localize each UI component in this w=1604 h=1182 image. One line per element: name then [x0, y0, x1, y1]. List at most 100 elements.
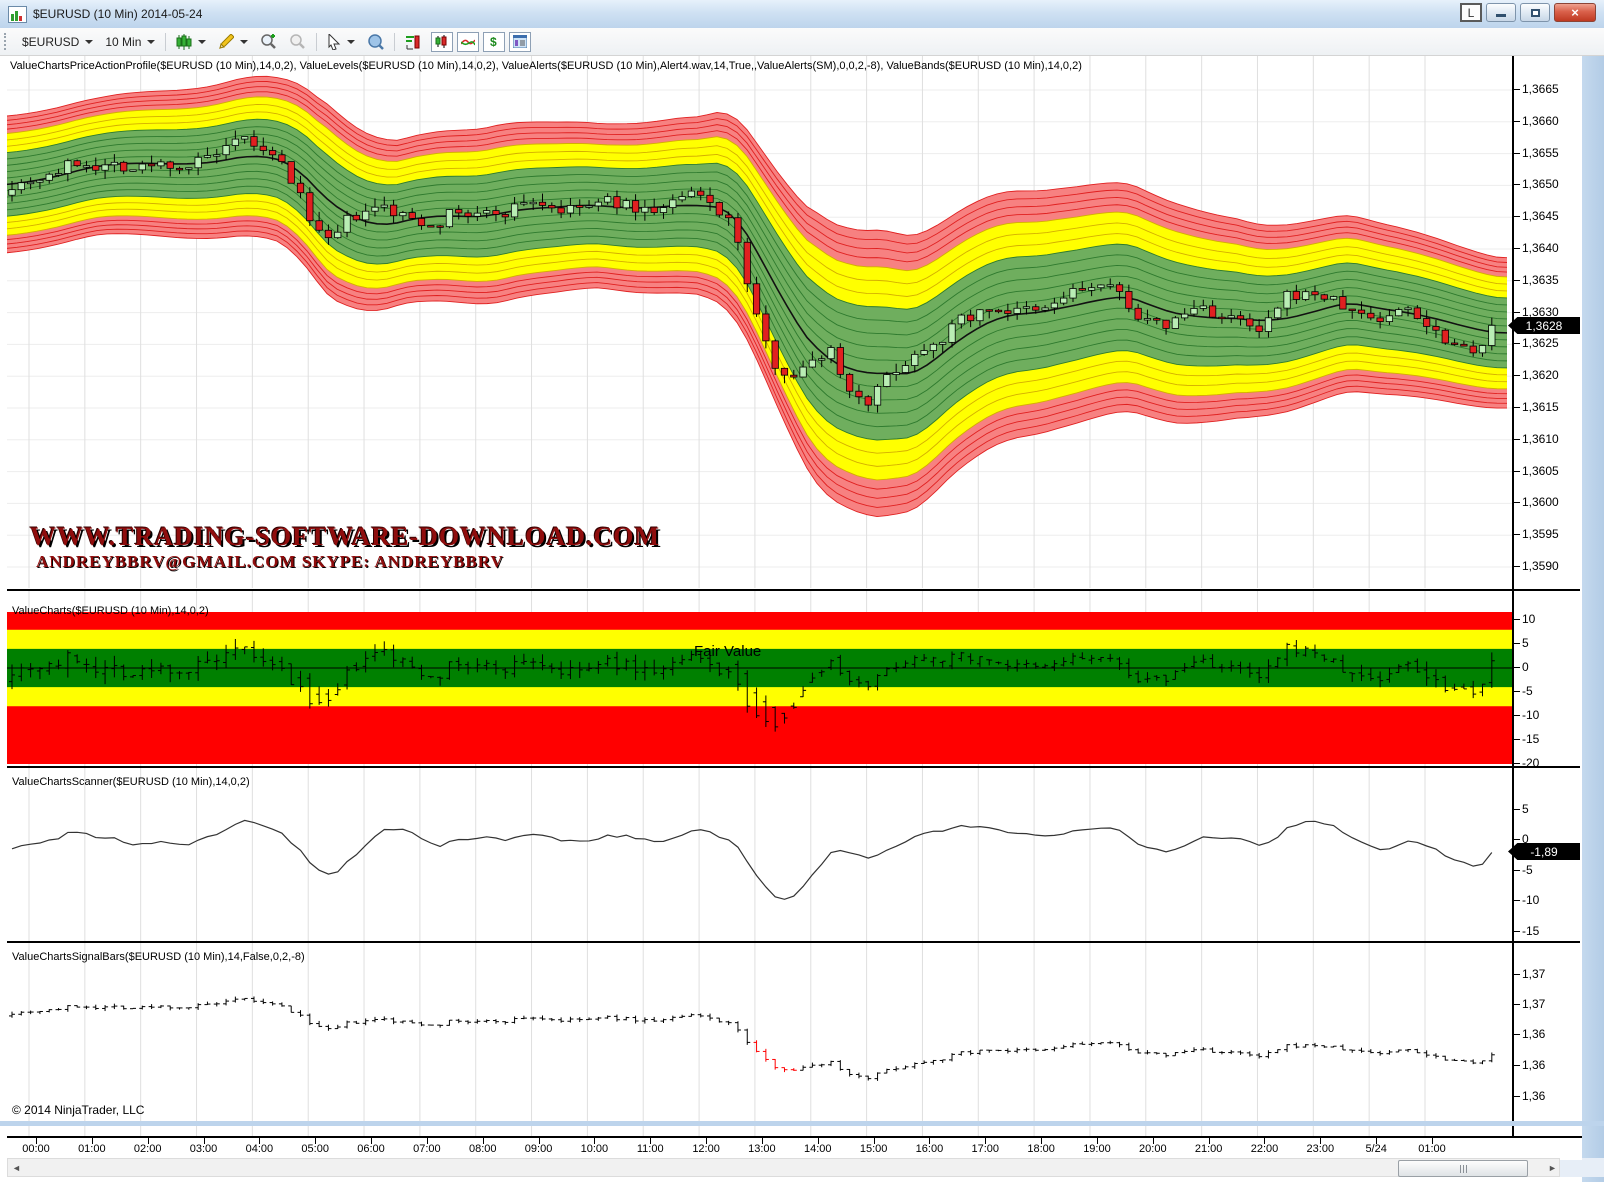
interval-select[interactable]: 10 Min [99, 32, 161, 52]
cursor-button[interactable] [321, 31, 361, 53]
price-axis-label: 1,3655 [1514, 145, 1559, 160]
cursor-icon [328, 33, 341, 50]
main-indicator-label: ValueChartsPriceActionProfile($EURUSD (1… [10, 60, 1082, 72]
time-axis-label: 01:00 [1418, 1143, 1446, 1155]
minimize-icon [1496, 14, 1506, 17]
minimize-button[interactable] [1486, 3, 1516, 22]
close-icon: × [1571, 5, 1579, 20]
price-axis-label: 5 [1514, 636, 1529, 651]
price-axis-label: -15 [1513, 731, 1540, 746]
time-axis-tick [36, 1138, 37, 1144]
time-axis-label: 19:00 [1083, 1143, 1111, 1155]
time-axis-tick [259, 1138, 261, 1144]
price-axis-label: 1,36 [1513, 1027, 1546, 1041]
link-button[interactable]: L [1460, 3, 1482, 22]
time-axis-label: 08:00 [468, 1143, 497, 1155]
valuecharts-panel[interactable] [7, 591, 1512, 766]
price-axis-label: 1,3610 [1514, 431, 1559, 446]
price-axis-label: 1,3665 [1514, 82, 1559, 96]
scroll-right-button[interactable]: ► [1548, 1162, 1557, 1173]
time-axis-tick [1320, 1138, 1322, 1144]
time-axis-label: 21:00 [1194, 1143, 1223, 1155]
toolbar-separator [394, 32, 396, 51]
time-axis-tick [985, 1138, 987, 1144]
zoom-out-button[interactable] [283, 30, 312, 53]
interval-label: 10 Min [105, 34, 142, 49]
scroll-left-button[interactable]: ◄ [12, 1162, 21, 1173]
time-axis-tick [706, 1138, 708, 1144]
time-axis[interactable]: 00:00 01:00 02:00 03:00 04:00 05:00 06:00 07:00… [7, 1136, 1582, 1160]
signalbars-panel[interactable] [7, 943, 1512, 1136]
time-axis-label: 04:00 [245, 1143, 274, 1155]
time-axis-tick [203, 1138, 205, 1144]
chevron-down-icon [198, 39, 207, 44]
restore-button[interactable] [1520, 3, 1550, 22]
chevron-down-icon [85, 39, 94, 44]
time-axis-tick [650, 1138, 652, 1144]
drawing-tools-button[interactable] [212, 31, 254, 53]
main-price-panel[interactable] [7, 56, 1512, 588]
properties-button[interactable] [509, 31, 532, 52]
horizontal-scrollbar[interactable]: ◄ ► [7, 1158, 1560, 1177]
time-axis-label: 10:00 [580, 1143, 609, 1155]
data-box-button[interactable] [361, 30, 390, 53]
strategies-button[interactable]: $ [483, 31, 506, 52]
chart-app-icon [8, 5, 27, 23]
time-axis-label: 00:00 [22, 1143, 50, 1155]
price-axis-label: 1,3590 [1514, 559, 1559, 573]
chart-style-button[interactable] [170, 31, 212, 53]
price-axis-label: -15 [1513, 923, 1540, 938]
panel-separator[interactable] [7, 766, 1580, 768]
price-axis-label: -10 [1513, 707, 1540, 722]
price-axis-label: 1,3640 [1514, 241, 1559, 255]
price-axis-label: 1,3660 [1514, 113, 1559, 128]
chart-trader-button[interactable] [431, 31, 454, 52]
bar-type-button[interactable] [399, 31, 429, 53]
time-axis-label: 17:00 [971, 1143, 1000, 1155]
chevron-down-icon [147, 39, 156, 44]
price-axis[interactable]: 1,3665 1,3660 1,3655 1,3650 1,3645 1,3640 1,36… [1512, 56, 1582, 1136]
time-axis-tick [1208, 1138, 1210, 1144]
fair-value-label: Fair Value [694, 643, 762, 660]
time-axis-tick [147, 1138, 149, 1144]
price-axis-label: 1,37 [1513, 997, 1546, 1011]
time-axis-tick [1432, 1138, 1433, 1144]
time-axis-tick [91, 1138, 93, 1144]
watermark-line1: WWW.TRADING-SOFTWARE-DOWNLOAD.COM [30, 522, 661, 551]
data-box-icon [368, 34, 385, 50]
scanner-panel[interactable] [7, 768, 1512, 941]
scanner-label: ValueChartsScanner($EURUSD (10 Min),14,0… [12, 776, 250, 788]
drawing-tools-icon [219, 33, 235, 49]
price-axis-label: 0 [1514, 832, 1529, 846]
indicators-button[interactable] [457, 31, 480, 52]
panel-separator[interactable] [7, 941, 1580, 943]
scanner-value-badge: -1,89 [1508, 843, 1580, 860]
time-axis-label: 18:00 [1027, 1143, 1055, 1155]
price-axis-label: 1,36 [1513, 1058, 1546, 1072]
chart-style-icon [176, 33, 192, 50]
time-axis-tick [929, 1138, 931, 1144]
time-axis-label: 09:00 [524, 1143, 553, 1155]
scrollbar-thumb[interactable] [1398, 1160, 1528, 1177]
price-axis-label: 10 [1513, 612, 1536, 627]
panel-separator[interactable] [7, 589, 1580, 591]
time-axis-label: 05:00 [301, 1143, 329, 1155]
price-axis-label: 1,3595 [1514, 527, 1559, 542]
price-axis-label: 1,3620 [1514, 368, 1559, 383]
chart-area: ValueChartsPriceActionProfile($EURUSD (1… [0, 56, 1604, 1182]
time-axis-label: 02:00 [133, 1143, 162, 1155]
price-axis-label: 1,3630 [1514, 304, 1559, 319]
toolbar-grip[interactable] [4, 33, 11, 50]
zoom-out-icon [290, 34, 306, 49]
svg-text:$: $ [490, 35, 497, 48]
price-axis-label: 5 [1514, 801, 1529, 816]
close-button[interactable]: × [1554, 3, 1596, 22]
time-axis-label: 15:00 [859, 1143, 888, 1155]
title-bar[interactable]: $EURUSD (10 Min) 2014-05-24 L × [0, 0, 1604, 28]
time-axis-tick [1264, 1138, 1266, 1144]
zoom-in-button[interactable] [254, 30, 283, 53]
zoom-in-icon [261, 34, 277, 49]
instrument-select[interactable]: $EURUSD [16, 32, 99, 52]
price-axis-label: 1,36 [1513, 1089, 1546, 1103]
